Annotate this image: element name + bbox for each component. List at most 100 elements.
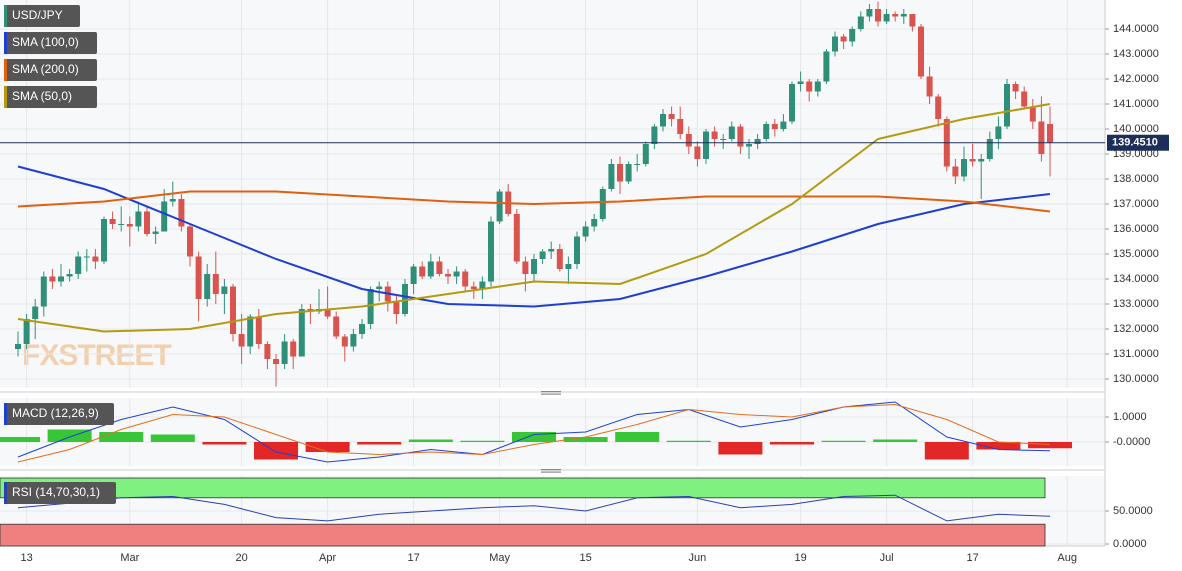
histogram-bar bbox=[0, 437, 40, 442]
x-tick-label: 17 bbox=[966, 552, 978, 564]
histogram-bar bbox=[99, 432, 144, 442]
candle-body bbox=[720, 139, 727, 140]
candle-body bbox=[703, 131, 709, 159]
candle-body bbox=[281, 341, 288, 364]
candle-body bbox=[470, 286, 477, 289]
candle-body bbox=[617, 164, 623, 182]
candle-body bbox=[15, 344, 21, 349]
y-tick-label: 141.0000 bbox=[1113, 98, 1159, 110]
histogram-bar bbox=[512, 432, 556, 442]
candle-body bbox=[961, 159, 967, 177]
legend-label: SMA (50,0) bbox=[12, 89, 72, 103]
candle-body bbox=[462, 271, 469, 287]
candle-body bbox=[746, 144, 752, 147]
candle-body bbox=[599, 189, 606, 219]
resize-handle[interactable] bbox=[541, 391, 561, 473]
candle-body bbox=[531, 259, 537, 274]
y-tick-label: 136.0000 bbox=[1113, 223, 1159, 235]
candle-body bbox=[969, 159, 976, 162]
macd-line bbox=[17, 403, 1051, 463]
candle-body bbox=[161, 201, 168, 232]
candle-body bbox=[402, 284, 408, 314]
candle-body bbox=[642, 144, 649, 164]
histogram-bar bbox=[770, 442, 814, 445]
sma-line bbox=[17, 165, 1051, 308]
candle-body bbox=[152, 231, 159, 234]
legend-box bbox=[4, 482, 116, 504]
histogram-bar bbox=[924, 442, 969, 460]
candle-body bbox=[548, 249, 555, 252]
y-tick-label: 142.0000 bbox=[1113, 73, 1159, 85]
legend-label: USD/JPY bbox=[12, 8, 63, 22]
candle-body bbox=[101, 219, 107, 262]
last-price-label: 139.4510 bbox=[1112, 137, 1158, 149]
y-tick-label: 137.0000 bbox=[1113, 198, 1159, 210]
candle-body bbox=[75, 256, 82, 274]
x-tick-label: Jun bbox=[689, 552, 707, 564]
legend-swatch bbox=[4, 482, 7, 504]
candle-body bbox=[849, 29, 856, 42]
candle-body bbox=[685, 134, 692, 147]
candle-body bbox=[1047, 124, 1053, 143]
y-tick-label: 0.0000 bbox=[1113, 538, 1147, 550]
candle-body bbox=[49, 276, 56, 282]
rsi-line bbox=[17, 494, 1051, 522]
candle-body bbox=[479, 281, 486, 289]
candle-body bbox=[436, 261, 443, 274]
candle-body bbox=[212, 274, 219, 294]
candle-body bbox=[866, 9, 873, 17]
candle-body bbox=[556, 249, 563, 269]
candle-body bbox=[823, 51, 830, 82]
candle-body bbox=[1021, 91, 1028, 107]
candle-body bbox=[789, 84, 795, 122]
y-tick-label: 50.0000 bbox=[1113, 505, 1153, 517]
y-tick-label: 143.0000 bbox=[1113, 48, 1159, 60]
sma-line bbox=[17, 190, 1051, 213]
x-tick-label: May bbox=[489, 552, 510, 564]
histogram-bar bbox=[460, 440, 505, 442]
candle-body bbox=[247, 316, 254, 347]
histogram-bar bbox=[254, 442, 298, 460]
candle-body bbox=[273, 359, 279, 364]
legend-swatch bbox=[4, 59, 7, 81]
histogram-bar bbox=[202, 442, 247, 445]
legend-box bbox=[4, 32, 97, 54]
candle-body bbox=[23, 319, 30, 344]
histogram-bar bbox=[408, 439, 453, 442]
candle-body bbox=[806, 81, 813, 92]
candle-body bbox=[840, 36, 847, 42]
candle-body bbox=[857, 16, 864, 29]
candle-body bbox=[109, 219, 116, 224]
candle-body bbox=[324, 309, 331, 317]
legend-swatch bbox=[4, 32, 7, 54]
candle-body bbox=[32, 306, 39, 319]
histogram-bar bbox=[47, 429, 92, 442]
candle-body bbox=[814, 81, 821, 92]
macd-line bbox=[17, 401, 1051, 463]
y-tick-label: 132.0000 bbox=[1113, 323, 1159, 335]
candle-body bbox=[1012, 84, 1019, 92]
candle-body bbox=[694, 146, 701, 159]
watermark: FXSTREET bbox=[22, 339, 171, 372]
candle-body bbox=[522, 261, 529, 274]
overbought-band bbox=[0, 477, 1046, 499]
candle-body bbox=[728, 126, 735, 139]
y-tick-label: 135.0000 bbox=[1113, 248, 1159, 260]
candle-body bbox=[668, 114, 675, 119]
y-tick-label: 134.0000 bbox=[1113, 273, 1159, 285]
candle-body bbox=[591, 219, 598, 227]
candle-body bbox=[393, 301, 400, 314]
candle-body bbox=[144, 211, 150, 234]
candle-body bbox=[926, 76, 933, 97]
x-tick-label: Jul bbox=[880, 552, 894, 564]
candle-body bbox=[445, 274, 451, 277]
candle-body bbox=[677, 119, 684, 134]
candle-body bbox=[496, 191, 503, 222]
legend-label: MACD (12,26,9) bbox=[12, 406, 99, 420]
candle-body bbox=[66, 274, 73, 277]
legend-swatch bbox=[4, 86, 7, 108]
candle-body bbox=[178, 199, 185, 227]
candle-body bbox=[608, 164, 615, 189]
candle-body bbox=[737, 126, 744, 147]
